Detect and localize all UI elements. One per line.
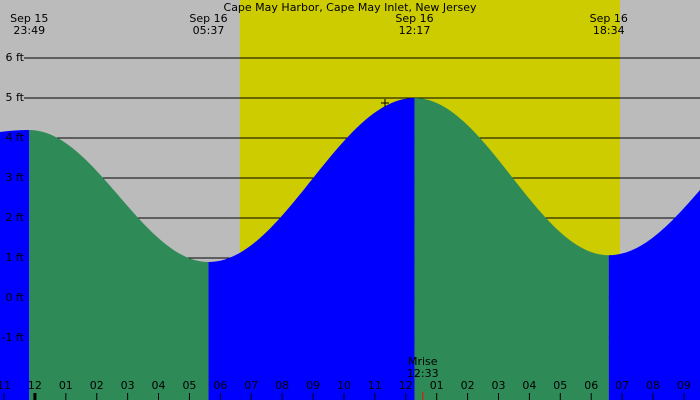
- y-tick-label: 1 ft: [6, 251, 25, 264]
- x-tick-label: 04: [522, 379, 536, 392]
- x-tick-label: 05: [553, 379, 567, 392]
- x-tick-label: 06: [584, 379, 598, 392]
- x-tick-label: 02: [90, 379, 104, 392]
- y-tick-label: 5 ft: [6, 91, 25, 104]
- x-tick-label: 05: [182, 379, 196, 392]
- y-tick-label: 2 ft: [6, 211, 25, 224]
- x-tick-label: 09: [306, 379, 320, 392]
- crosshair: [381, 99, 389, 107]
- x-tick-label: 11: [368, 379, 382, 392]
- x-tick-label: 03: [491, 379, 505, 392]
- extreme-date: Sep 16: [590, 12, 628, 25]
- y-tick-label: -1 ft: [2, 331, 25, 344]
- x-tick-label: 07: [244, 379, 258, 392]
- y-tick-label: 6 ft: [6, 51, 25, 64]
- x-tick-label: 06: [213, 379, 227, 392]
- x-tick-label: 07: [615, 379, 629, 392]
- extreme-date: Sep 16: [395, 12, 433, 25]
- chart-title: Cape May Harbor, Cape May Inlet, New Jer…: [224, 1, 477, 14]
- x-tick-label: 04: [152, 379, 166, 392]
- x-tick-label: 03: [121, 379, 135, 392]
- x-tick-label: 01: [59, 379, 73, 392]
- x-tick-label: 02: [461, 379, 475, 392]
- tide-area: [608, 190, 700, 400]
- x-tick-label: 09: [677, 379, 691, 392]
- tide-area: [0, 130, 30, 400]
- x-tick-label: 12: [399, 379, 413, 392]
- extreme-date: Sep 15: [10, 12, 48, 25]
- extreme-date: Sep 16: [189, 12, 227, 25]
- tide-area: [29, 130, 209, 400]
- x-tick-label: 11: [0, 379, 11, 392]
- extreme-time: 23:49: [13, 24, 45, 37]
- moon-time: 12:33: [407, 367, 439, 380]
- tide-area: [414, 98, 609, 400]
- extreme-time: 12:17: [399, 24, 431, 37]
- extreme-time: 18:34: [593, 24, 625, 37]
- x-tick-label: 08: [646, 379, 660, 392]
- y-tick-label: 4 ft: [6, 131, 25, 144]
- x-tick-label: 01: [430, 379, 444, 392]
- x-tick-label: 08: [275, 379, 289, 392]
- tide-area: [208, 98, 415, 400]
- y-tick-label: 0 ft: [6, 291, 25, 304]
- y-tick-label: 3 ft: [6, 171, 25, 184]
- x-tick-label: 10: [337, 379, 351, 392]
- x-tick-label: 12: [28, 379, 42, 392]
- moon-label: Mrise: [408, 355, 438, 368]
- extreme-time: 05:37: [193, 24, 225, 37]
